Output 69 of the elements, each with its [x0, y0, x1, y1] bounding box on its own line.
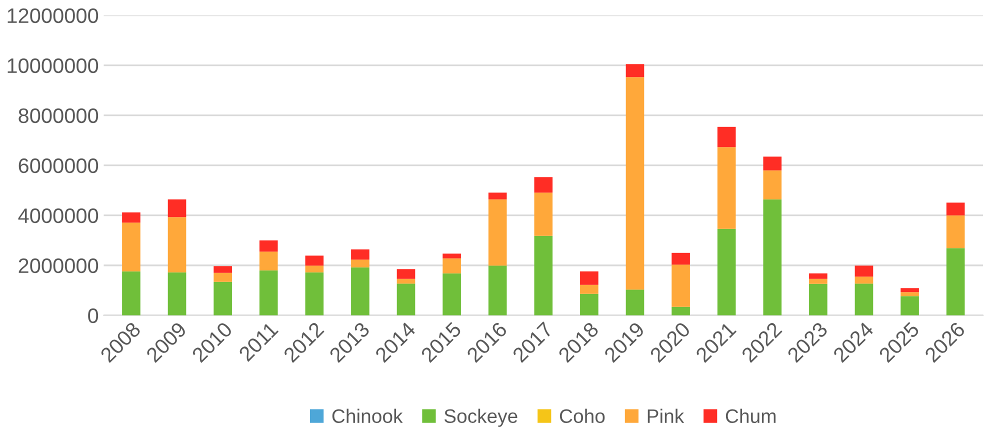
bar — [214, 266, 232, 273]
bar — [351, 260, 370, 268]
bar — [580, 284, 598, 294]
bar — [259, 240, 278, 252]
bar — [351, 267, 370, 316]
bar — [854, 266, 874, 277]
bar — [626, 290, 644, 316]
bar — [122, 222, 140, 272]
y-tick-label: 6000000 — [18, 158, 98, 174]
bar — [168, 272, 186, 316]
bar — [305, 266, 324, 272]
bar — [488, 199, 507, 266]
bar — [442, 258, 461, 274]
bar — [214, 282, 232, 316]
bar — [259, 270, 278, 316]
bar — [672, 306, 690, 316]
bar — [351, 249, 370, 260]
bar — [809, 273, 828, 279]
bar — [717, 228, 736, 316]
bar — [763, 156, 782, 170]
bar — [534, 192, 553, 236]
bar — [488, 192, 507, 200]
bar — [442, 273, 461, 316]
legend-label: Pink — [648, 408, 684, 423]
bar — [305, 256, 324, 266]
bar — [122, 271, 140, 316]
legend-label: Chinook — [332, 408, 403, 424]
y-tick-label: 0 — [88, 308, 98, 324]
bar — [396, 278, 416, 284]
bar — [305, 272, 324, 316]
legend-label: Chum — [726, 408, 776, 424]
bar — [168, 217, 186, 272]
bar — [946, 215, 965, 248]
bar — [580, 294, 598, 316]
bar — [900, 288, 919, 292]
bar — [946, 202, 965, 216]
bar — [534, 177, 553, 193]
bar — [626, 77, 644, 290]
bar — [809, 284, 828, 316]
bar — [809, 278, 828, 284]
bar — [442, 254, 461, 258]
bar — [946, 248, 965, 316]
bar — [488, 266, 507, 316]
bar — [900, 292, 919, 296]
bar — [672, 252, 690, 265]
bar — [396, 269, 416, 279]
bar — [854, 276, 874, 284]
bar — [168, 199, 186, 218]
bar — [122, 212, 140, 223]
bar — [717, 126, 736, 148]
bar — [534, 236, 553, 316]
legend-label: Coho — [560, 408, 605, 424]
bar — [259, 252, 278, 270]
bar — [580, 271, 598, 285]
y-tick-label: 2000000 — [18, 258, 98, 274]
bar — [396, 284, 416, 316]
y-tick-label: 8000000 — [18, 108, 98, 124]
y-tick-label: 12000000 — [8, 8, 98, 24]
bar — [717, 147, 736, 229]
bar — [763, 170, 782, 200]
bar — [214, 272, 232, 282]
y-tick-label: 10000000 — [8, 58, 98, 74]
bar — [854, 284, 874, 316]
bar — [672, 264, 690, 307]
bar — [763, 199, 782, 316]
legend-label: Sockeye — [444, 408, 518, 427]
bar — [626, 64, 644, 78]
y-tick-label: 4000000 — [18, 208, 98, 224]
bar — [900, 296, 919, 316]
